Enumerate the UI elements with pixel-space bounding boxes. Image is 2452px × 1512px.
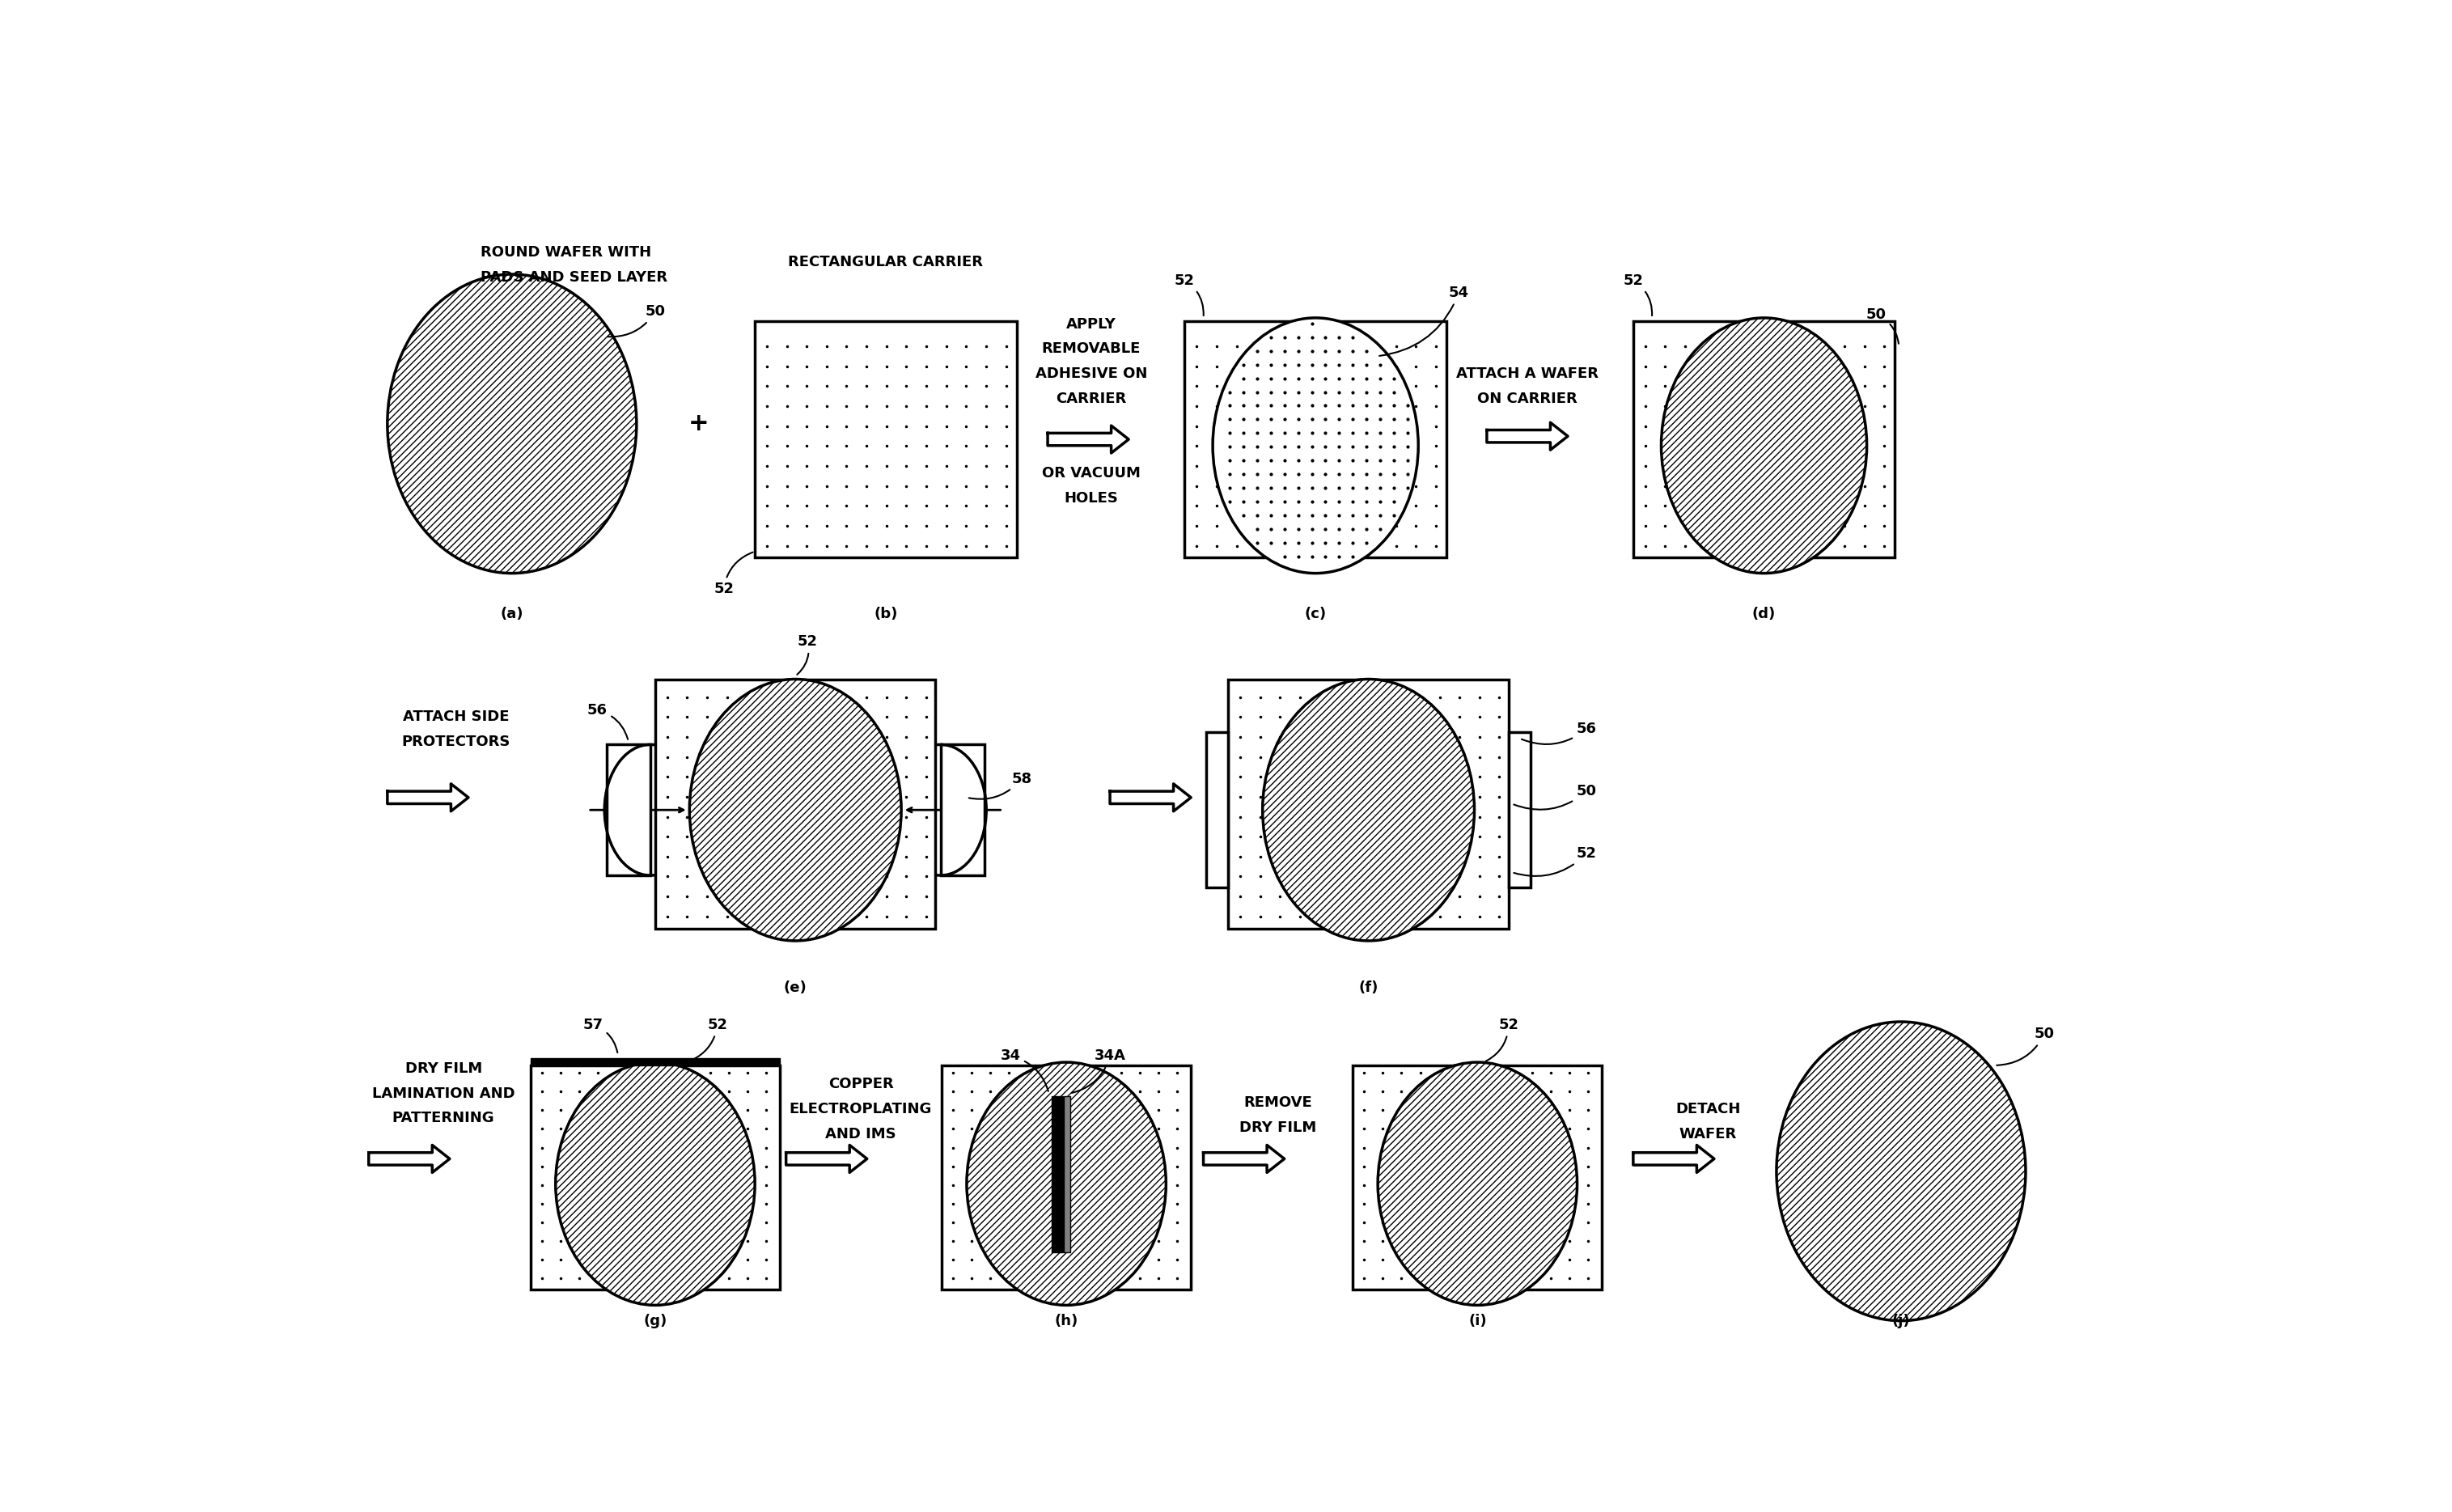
Bar — [606, 744, 650, 875]
Text: 52: 52 — [797, 635, 819, 674]
Bar — [1064, 1096, 1072, 1252]
Polygon shape — [1633, 1145, 1714, 1172]
Text: 50: 50 — [1513, 785, 1596, 809]
Text: (g): (g) — [642, 1314, 667, 1328]
Text: 52: 52 — [1623, 274, 1653, 316]
Bar — [1052, 1096, 1062, 1252]
Text: (d): (d) — [1753, 606, 1775, 621]
Text: 52: 52 — [1175, 274, 1204, 316]
Text: CARRIER: CARRIER — [1057, 392, 1125, 407]
Polygon shape — [1204, 1145, 1285, 1172]
Text: ATTACH SIDE: ATTACH SIDE — [402, 709, 510, 724]
Text: 58: 58 — [969, 771, 1032, 798]
Polygon shape — [368, 1145, 449, 1172]
Text: AND IMS: AND IMS — [826, 1126, 897, 1142]
Text: (j): (j) — [1893, 1314, 1910, 1328]
Text: ROUND WAFER WITH: ROUND WAFER WITH — [481, 245, 652, 260]
Text: 52: 52 — [1486, 1018, 1518, 1061]
Bar — [1633, 321, 1895, 558]
Text: DETACH: DETACH — [1675, 1102, 1741, 1116]
Ellipse shape — [1775, 1022, 2025, 1321]
Bar — [1206, 732, 1228, 888]
Text: APPLY: APPLY — [1067, 318, 1116, 331]
Text: (b): (b) — [873, 606, 897, 621]
Ellipse shape — [387, 274, 638, 573]
Text: PROTECTORS: PROTECTORS — [402, 735, 510, 748]
Bar — [1228, 679, 1508, 928]
Text: 57: 57 — [584, 1018, 618, 1052]
Polygon shape — [387, 783, 468, 812]
Text: DRY FILM: DRY FILM — [405, 1061, 483, 1075]
Text: 34A: 34A — [1072, 1049, 1125, 1093]
Text: (e): (e) — [785, 980, 807, 995]
Text: ON CARRIER: ON CARRIER — [1476, 392, 1577, 407]
Ellipse shape — [689, 679, 902, 940]
Text: (h): (h) — [1054, 1314, 1079, 1328]
Bar — [942, 744, 983, 875]
Ellipse shape — [1378, 1063, 1577, 1305]
Text: REMOVE: REMOVE — [1243, 1096, 1312, 1110]
Text: 50: 50 — [1866, 307, 1898, 343]
Text: OR VACUUM: OR VACUUM — [1042, 466, 1140, 481]
Text: ELECTROPLATING: ELECTROPLATING — [790, 1102, 932, 1116]
Text: (f): (f) — [1358, 980, 1378, 995]
Bar — [530, 1058, 780, 1066]
Ellipse shape — [966, 1063, 1167, 1305]
Text: HOLES: HOLES — [1064, 491, 1118, 507]
Bar — [942, 1066, 1192, 1290]
Text: PATTERNING: PATTERNING — [392, 1111, 495, 1125]
Text: +: + — [689, 413, 709, 435]
Text: (c): (c) — [1304, 606, 1327, 621]
Text: RECTANGULAR CARRIER: RECTANGULAR CARRIER — [787, 254, 983, 269]
Text: REMOVABLE: REMOVABLE — [1042, 342, 1140, 357]
Text: DRY FILM: DRY FILM — [1241, 1120, 1317, 1136]
Bar — [755, 321, 1018, 558]
Ellipse shape — [557, 1063, 755, 1305]
Bar — [530, 1066, 780, 1290]
Text: 34: 34 — [1000, 1049, 1049, 1092]
Text: 52: 52 — [714, 552, 753, 596]
Polygon shape — [787, 1145, 868, 1172]
Polygon shape — [1047, 425, 1128, 454]
Bar — [655, 679, 937, 928]
Polygon shape — [1111, 783, 1192, 812]
Text: 52: 52 — [1513, 847, 1596, 875]
Bar — [1184, 321, 1447, 558]
Text: 50: 50 — [608, 304, 664, 337]
Ellipse shape — [1263, 679, 1474, 940]
Text: 52: 52 — [689, 1018, 728, 1061]
Text: ADHESIVE ON: ADHESIVE ON — [1035, 366, 1148, 381]
Text: WAFER: WAFER — [1680, 1126, 1736, 1142]
Text: ATTACH A WAFER: ATTACH A WAFER — [1456, 366, 1599, 381]
Text: COPPER: COPPER — [829, 1077, 893, 1092]
Text: 54: 54 — [1380, 286, 1469, 355]
Text: PADS AND SEED LAYER: PADS AND SEED LAYER — [481, 271, 667, 284]
Bar — [1354, 1066, 1601, 1290]
Text: 50: 50 — [1996, 1027, 2055, 1066]
Ellipse shape — [1214, 318, 1417, 573]
Ellipse shape — [1662, 318, 1866, 573]
Text: (i): (i) — [1469, 1314, 1486, 1328]
Text: (a): (a) — [500, 606, 522, 621]
Bar — [1508, 732, 1530, 888]
Text: LAMINATION AND: LAMINATION AND — [373, 1086, 515, 1101]
Text: 56: 56 — [1523, 721, 1596, 744]
Polygon shape — [1486, 422, 1567, 451]
Text: 56: 56 — [586, 703, 628, 739]
